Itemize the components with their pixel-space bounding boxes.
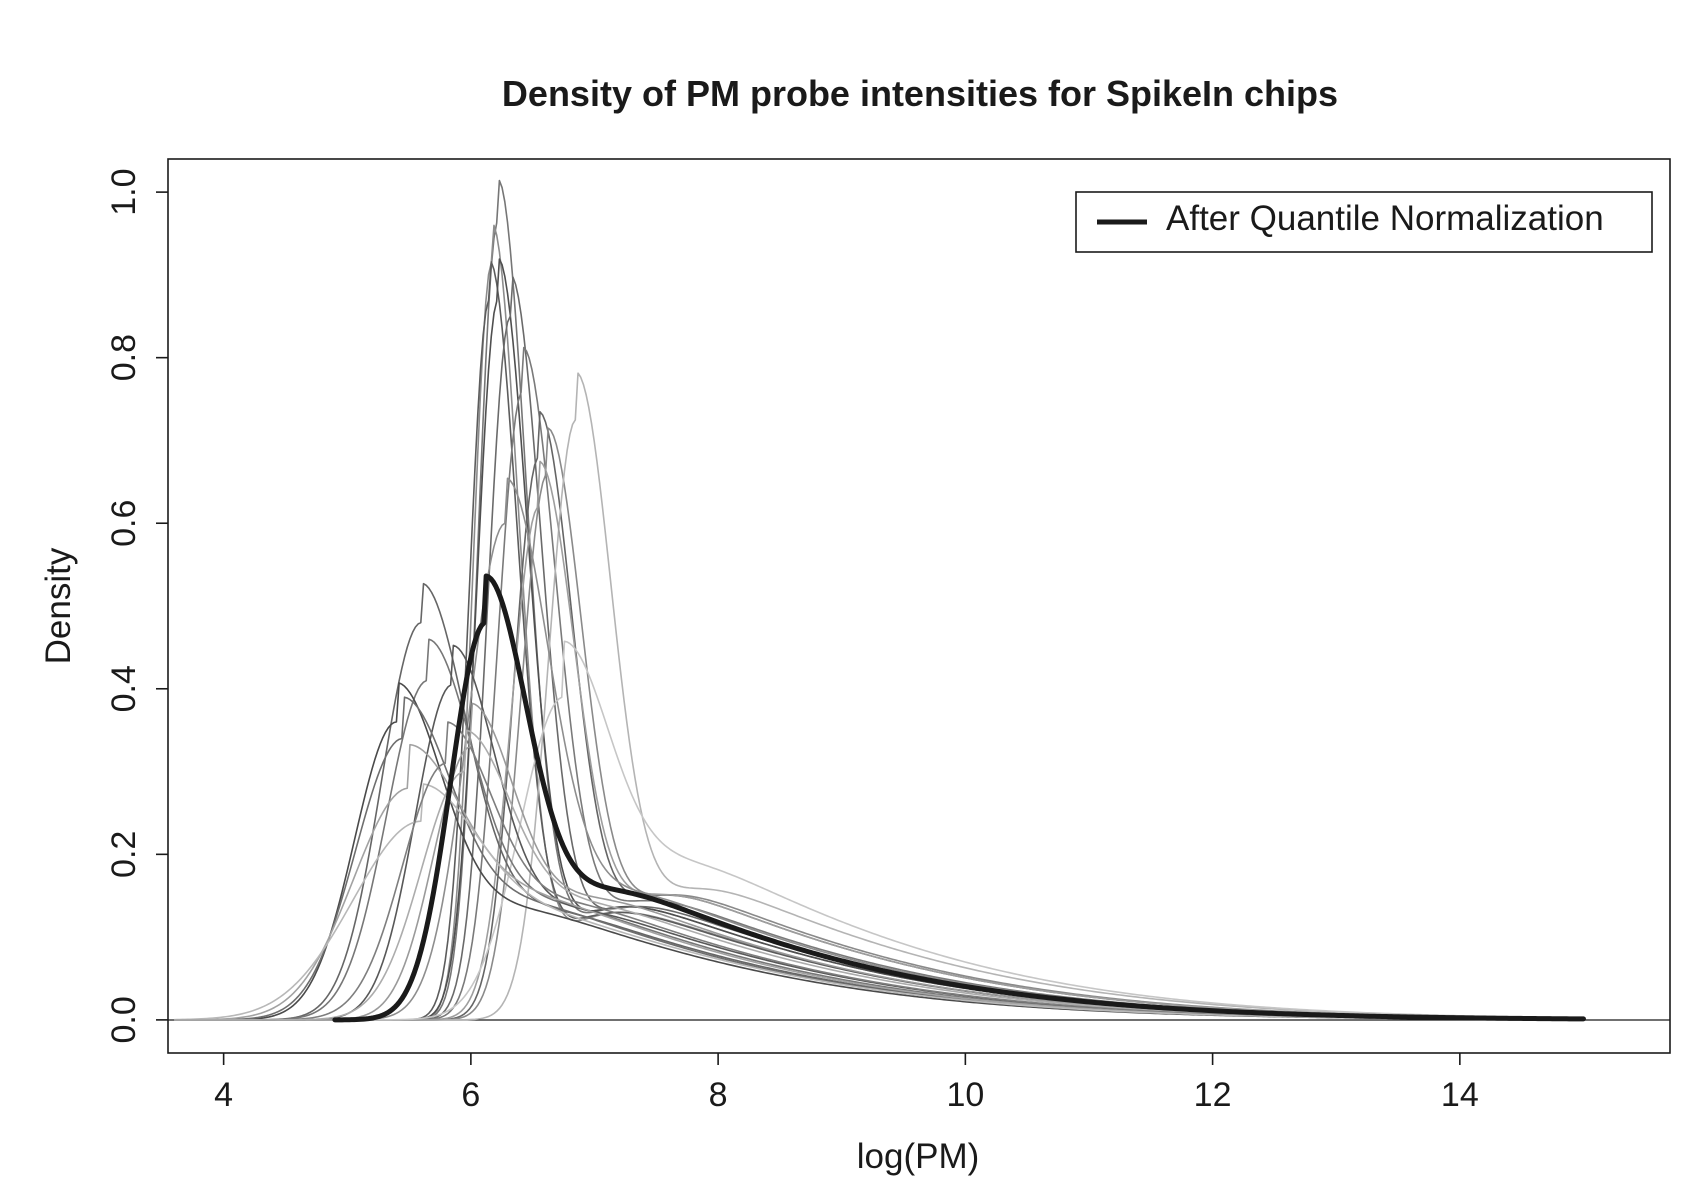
y-tick-label: 0.4	[105, 665, 143, 712]
legend: After Quantile Normalization	[1075, 191, 1653, 253]
y-tick-label: 0.6	[105, 500, 143, 547]
y-axis: 0.0 0.2 0.4 0.6 0.8 1.0	[105, 168, 168, 1044]
x-tick-label: 12	[1194, 1076, 1232, 1114]
chip-density-line	[174, 224, 1584, 1021]
chip-density-line	[174, 346, 1584, 1021]
normalized-density-line	[332, 573, 1586, 1023]
plot-frame	[167, 158, 1671, 1054]
chip-density-line	[174, 258, 1584, 1021]
legend-box	[1075, 191, 1653, 253]
legend-label: After Quantile Normalization	[1166, 199, 1604, 238]
x-tick-label: 14	[1441, 1076, 1479, 1114]
chip-density-line	[174, 179, 1584, 1021]
chip-density-line	[174, 276, 1584, 1021]
x-tick-label: 10	[946, 1076, 984, 1114]
x-axis-label: log(PM)	[857, 1137, 980, 1176]
y-axis-label: Density	[39, 547, 78, 664]
chart-title: Density of PM probe intensities for Spik…	[502, 73, 1338, 114]
x-tick-label: 6	[461, 1076, 480, 1114]
y-tick-label: 0.2	[105, 831, 143, 878]
y-tick-label: 1.0	[105, 168, 143, 215]
chip-density-line	[174, 721, 1584, 1021]
x-axis: 4 6 8 10 12 14	[214, 1053, 1479, 1114]
y-tick-label: 0.8	[105, 334, 143, 381]
chip-density-line	[174, 644, 1584, 1021]
x-tick-label: 4	[214, 1076, 233, 1114]
normalized-density-curve-group	[332, 573, 1586, 1023]
chip-density-curves	[174, 179, 1584, 1021]
x-tick-label: 8	[709, 1076, 728, 1114]
chip-density-line	[174, 638, 1584, 1021]
chip-density-line	[174, 427, 1584, 1021]
chip-density-line	[174, 477, 1584, 1021]
chip-density-line	[174, 640, 1584, 1021]
chip-density-line	[174, 261, 1584, 1021]
y-tick-label: 0.0	[105, 996, 143, 1043]
chip-density-line	[174, 411, 1584, 1021]
